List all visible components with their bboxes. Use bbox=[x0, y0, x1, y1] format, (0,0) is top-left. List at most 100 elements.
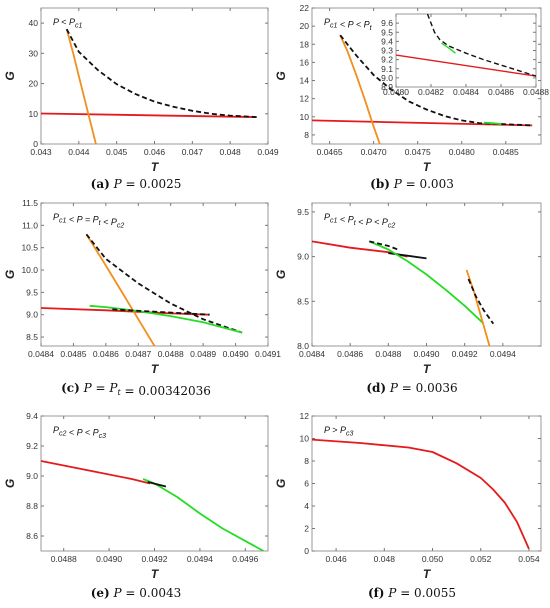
y-tick-label: 16 bbox=[300, 57, 310, 67]
series-line-green bbox=[89, 304, 243, 334]
x-tick-label: 0.0494 bbox=[490, 349, 516, 359]
y-tick-label: 10.0 bbox=[21, 265, 38, 275]
series-line-green bbox=[368, 240, 485, 325]
y-tick-label: 6 bbox=[304, 479, 309, 489]
series-line-black-dashed bbox=[467, 278, 495, 325]
plot-frame bbox=[40, 202, 269, 347]
y-tick-label: 9.0 bbox=[297, 252, 309, 262]
y-tick-label: 11.5 bbox=[22, 198, 38, 208]
y-tick-label: 9.5 bbox=[26, 287, 38, 297]
y-tick-label: 22 bbox=[300, 3, 310, 13]
panel-caption: (a) P = 0.0025 bbox=[91, 177, 182, 191]
y-axis-label: G bbox=[3, 71, 17, 80]
y-tick-label: 8.0 bbox=[297, 341, 309, 351]
x-tick-label: 0.046 bbox=[144, 147, 166, 157]
x-tick-label: 0.046 bbox=[325, 554, 347, 564]
y-tick-label: 11.0 bbox=[22, 220, 38, 230]
y-tick-label: 2 bbox=[304, 524, 309, 534]
x-tick-label: 0.0492 bbox=[452, 349, 478, 359]
y-tick-label: 9.2 bbox=[26, 441, 38, 451]
x-tick-label: 0.0492 bbox=[142, 554, 168, 564]
x-tick-label: 0.0490 bbox=[223, 349, 249, 359]
x-tick-label: 0.0484 bbox=[453, 87, 479, 97]
x-tick-label: 0.0484 bbox=[299, 349, 325, 359]
x-tick-label: 0.0496 bbox=[232, 554, 258, 564]
y-tick-label: 4 bbox=[304, 501, 309, 511]
series-line-red bbox=[396, 54, 536, 77]
x-axis-label: T bbox=[423, 567, 432, 581]
panel-caption: (f) P = 0.0055 bbox=[368, 586, 456, 600]
x-tick-label: 0.050 bbox=[422, 554, 444, 564]
x-tick-label: 0.0482 bbox=[418, 87, 444, 97]
series-line-black-dashed bbox=[65, 28, 257, 118]
series-line-green bbox=[483, 121, 502, 125]
series-line-black-dashed bbox=[112, 308, 210, 316]
panel-f: 0.046 0.048 0.050 0.052 0.054 0 2 4 6 8 10 12 T G P > … bbox=[274, 411, 542, 600]
annotation-label: Pc1 < P < Pt bbox=[324, 17, 373, 32]
annotation-label: Pc2 < P < Pc3 bbox=[53, 425, 106, 440]
x-tick-label: 0.0488 bbox=[375, 349, 401, 359]
x-tick-label: 0.054 bbox=[518, 554, 540, 564]
series-line-red bbox=[41, 112, 257, 118]
x-tick-label: 0.043 bbox=[30, 147, 52, 157]
x-tick-label: 0.052 bbox=[470, 554, 492, 564]
series-line-black-dashed bbox=[85, 233, 243, 334]
y-tick-label: 9.4 bbox=[381, 36, 393, 46]
y-tick-label: 8.5 bbox=[26, 332, 38, 342]
x-tick-label: 0.0486 bbox=[488, 87, 514, 97]
y-tick-label: 40 bbox=[29, 18, 39, 28]
x-tick-label: 0.0488 bbox=[158, 349, 184, 359]
x-tick-label: 0.045 bbox=[106, 147, 128, 157]
y-tick-label: 10 bbox=[300, 112, 310, 122]
y-tick-label: 9.1 bbox=[381, 64, 393, 74]
x-tick-label: 0.0475 bbox=[405, 147, 431, 157]
y-tick-label: 18 bbox=[300, 39, 310, 49]
y-tick-label: 10.5 bbox=[21, 243, 38, 253]
x-tick-label: 0.0480 bbox=[449, 147, 475, 157]
plot-frame bbox=[395, 13, 537, 88]
series-line-red bbox=[41, 460, 151, 485]
x-tick-label: 0.0480 bbox=[383, 87, 409, 97]
x-axis-label: T bbox=[423, 160, 432, 174]
x-tick-label: 0.0487 bbox=[125, 349, 151, 359]
x-axis-label: T bbox=[151, 567, 160, 581]
annotation-label: Pc1 < P = Pt < Pc2 bbox=[53, 212, 124, 230]
x-tick-label: 0.0490 bbox=[414, 349, 440, 359]
y-tick-label: 9.3 bbox=[381, 46, 393, 56]
series-line-black-dashed bbox=[426, 14, 536, 77]
x-tick-label: 0.0465 bbox=[317, 147, 343, 157]
annotation-label: P < Pc1 bbox=[53, 17, 82, 30]
y-tick-label: 10 bbox=[300, 434, 310, 444]
x-tick-label: 0.0488 bbox=[51, 554, 77, 564]
y-tick-label: 8.8 bbox=[26, 501, 38, 511]
y-tick-label: 8 bbox=[304, 456, 309, 466]
x-tick-label: 0.0470 bbox=[361, 147, 387, 157]
series-line-orange bbox=[65, 28, 97, 144]
series-line-orange bbox=[85, 233, 156, 346]
panel-e: 0.0488 0.0490 0.0492 0.0494 0.0496 8.6 8.8 9.0 9… bbox=[3, 411, 269, 600]
x-axis-label: T bbox=[423, 362, 432, 376]
x-tick-label: 0.049 bbox=[257, 147, 279, 157]
y-tick-label: 9.0 bbox=[26, 471, 38, 481]
y-tick-label: 9.0 bbox=[26, 310, 38, 320]
x-tick-label: 0.0491 bbox=[255, 349, 281, 359]
panel-caption: (d) P = 0.0036 bbox=[366, 381, 457, 395]
y-tick-label: 12 bbox=[300, 411, 310, 421]
y-tick-label: 9.4 bbox=[26, 411, 38, 421]
x-tick-label: 0.0488 bbox=[523, 87, 549, 97]
y-axis-label: G bbox=[274, 479, 288, 488]
panel-caption: (e) P = 0.0043 bbox=[91, 586, 182, 600]
y-axis-label: G bbox=[274, 71, 288, 80]
x-axis-label: T bbox=[151, 362, 160, 376]
y-tick-label: 9.5 bbox=[297, 207, 309, 217]
x-tick-label: 0.048 bbox=[374, 554, 396, 564]
x-tick-label: 0.0485 bbox=[493, 147, 519, 157]
y-tick-label: 20 bbox=[300, 21, 310, 31]
x-tick-label: 0.0494 bbox=[187, 554, 213, 564]
y-tick-label: 0 bbox=[33, 139, 38, 149]
y-tick-label: 9.5 bbox=[381, 27, 393, 37]
annotation-label: P > Pc3 bbox=[324, 425, 353, 438]
y-tick-label: 30 bbox=[29, 48, 39, 58]
y-tick-label: 14 bbox=[300, 76, 310, 86]
